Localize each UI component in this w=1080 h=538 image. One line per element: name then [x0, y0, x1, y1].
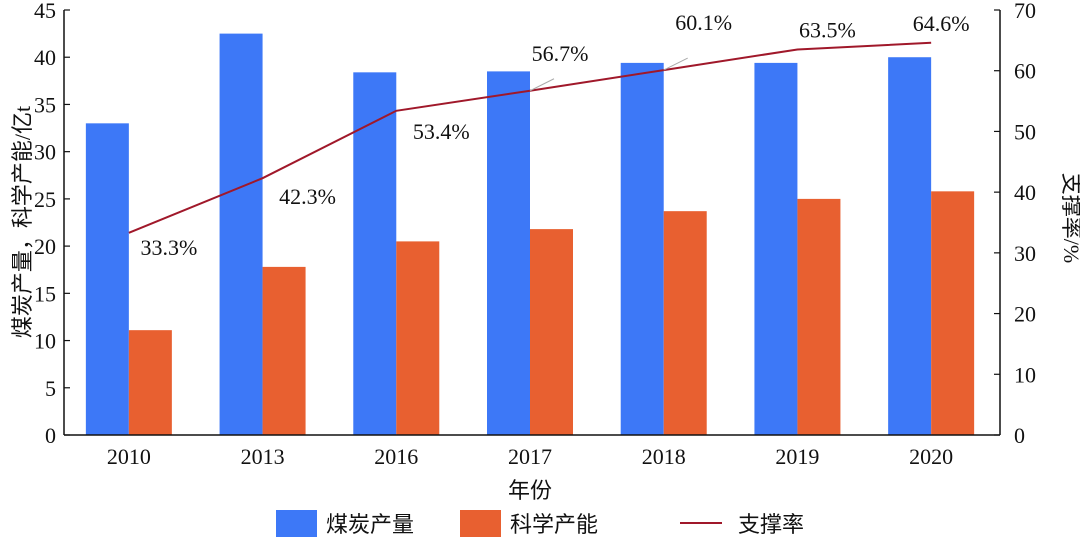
bar-coal-2013 — [219, 33, 263, 435]
y-left-tick-label: 30 — [34, 140, 56, 165]
legend-swatch-coal — [276, 510, 317, 537]
y-right-tick-label: 50 — [1014, 119, 1036, 144]
bar-capacity-2013 — [262, 266, 306, 435]
y-axis-right-title: 支撑率/% — [1059, 173, 1080, 263]
rate-data-label: 60.1% — [675, 10, 732, 35]
y-right-tick-label: 20 — [1014, 302, 1036, 327]
bar-capacity-2017 — [530, 229, 573, 435]
y-right-tick-label: 70 — [1014, 0, 1036, 23]
bar-coal-2017 — [487, 71, 530, 435]
label-leader-line — [529, 78, 555, 92]
bar-coal-2010 — [85, 123, 129, 435]
bar-capacity-2020 — [931, 191, 975, 435]
line-layer: 33.3% 42.3% 53.4% 56.7% 60.1% 63.5% 64.6% — [128, 10, 970, 260]
x-tick-label: 2010 — [107, 444, 151, 469]
y-left-tick-label: 25 — [34, 187, 56, 212]
y-right-tick-label: 60 — [1014, 59, 1036, 84]
label-leader-line — [663, 57, 688, 71]
bar-coal-2019 — [754, 62, 798, 436]
bar-capacity-2018 — [663, 211, 707, 435]
legend: 煤炭产量 科学产能 支撑率 — [276, 510, 804, 537]
x-tick-label: 2019 — [775, 444, 819, 469]
x-axis-title: 年份 — [508, 478, 552, 503]
y-axis-left-title: 煤炭产量，科学产能/亿t — [10, 106, 35, 338]
bar-coal-2020 — [888, 57, 932, 435]
y-left-tick-label: 10 — [34, 329, 56, 354]
bar-capacity-2010 — [128, 330, 172, 435]
rate-data-label: 42.3% — [279, 184, 336, 209]
rate-data-label: 53.4% — [413, 119, 470, 144]
x-tick-label: 2016 — [374, 444, 418, 469]
y-left-tick-label: 0 — [45, 423, 56, 448]
rate-data-label: 63.5% — [799, 17, 856, 42]
bar-capacity-2016 — [396, 241, 440, 435]
y-right-tick-label: 10 — [1014, 362, 1036, 387]
rate-data-label: 64.6% — [913, 11, 970, 36]
legend-label-rate: 支撑率 — [738, 512, 804, 537]
bar-capacity-2019 — [797, 198, 841, 435]
y-right-tick-label: 30 — [1014, 241, 1036, 266]
axes-layer: 2010 2013 2016 2017 2018 2019 2020051015202530… — [34, 0, 1036, 469]
y-left-tick-label: 15 — [34, 281, 56, 306]
y-left-tick-label: 45 — [34, 0, 56, 23]
x-tick-label: 2013 — [241, 444, 285, 469]
bar-coal-2016 — [353, 72, 397, 435]
bars-layer — [85, 33, 975, 436]
x-tick-label: 2018 — [642, 444, 686, 469]
y-left-tick-label: 5 — [45, 376, 56, 401]
y-left-tick-label: 40 — [34, 45, 56, 70]
x-tick-label: 2017 — [508, 444, 552, 469]
legend-swatch-capacity — [460, 510, 501, 537]
y-left-tick-label: 35 — [34, 92, 56, 117]
legend-label-coal: 煤炭产量 — [326, 512, 414, 537]
rate-data-label: 33.3% — [140, 235, 197, 260]
y-right-tick-label: 40 — [1014, 180, 1036, 205]
legend-label-capacity: 科学产能 — [510, 512, 598, 537]
x-tick-label: 2020 — [909, 444, 953, 469]
bar-coal-2018 — [620, 62, 664, 436]
rate-data-label: 56.7% — [532, 41, 589, 66]
y-right-tick-label: 0 — [1014, 423, 1025, 448]
y-left-tick-label: 20 — [34, 234, 56, 259]
